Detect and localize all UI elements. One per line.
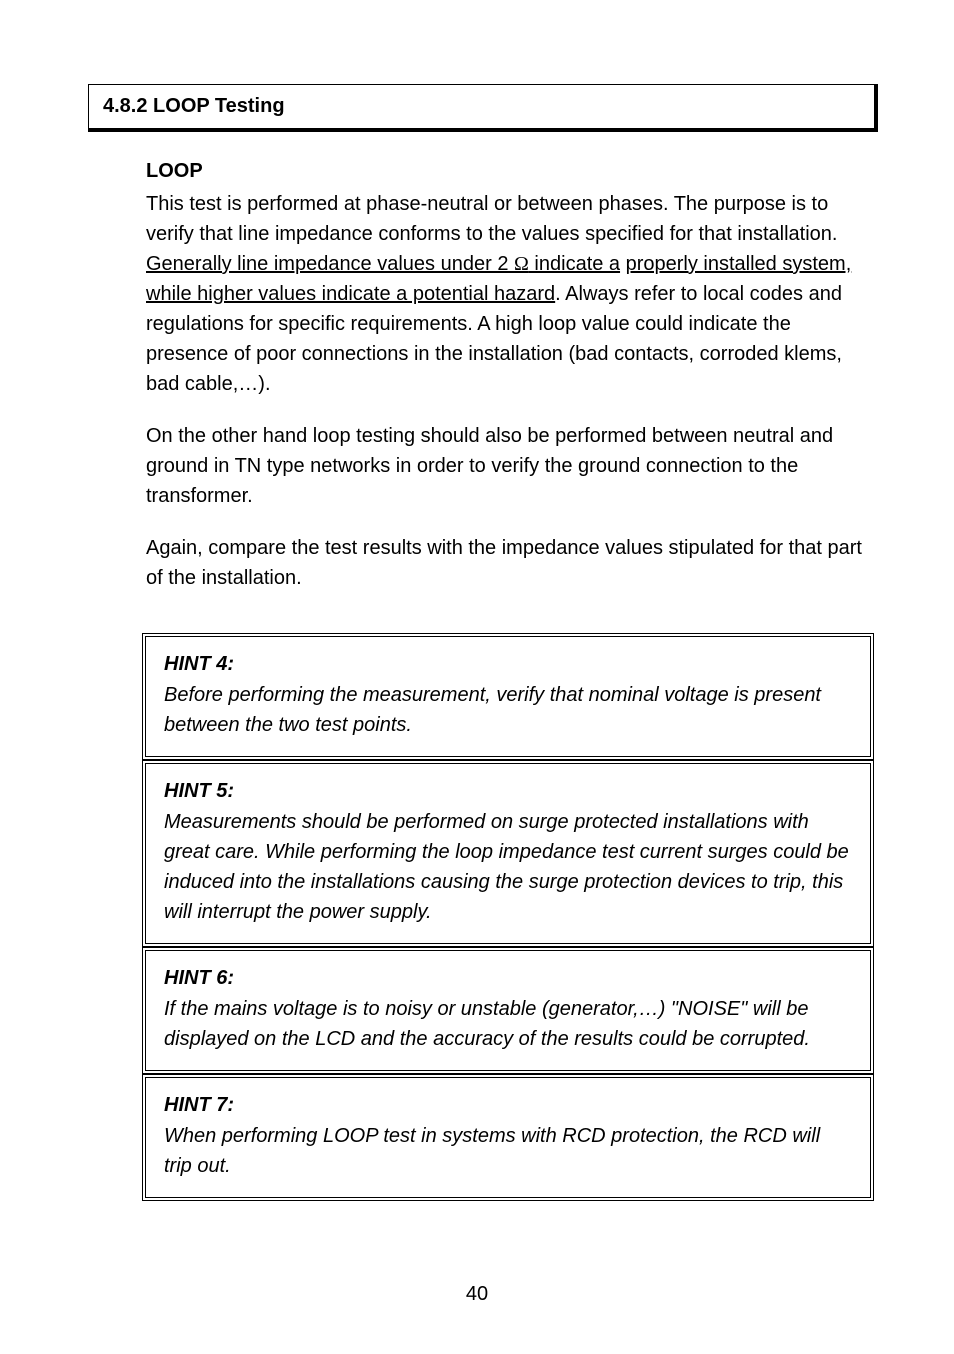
hint-body: When performing LOOP test in systems wit… xyxy=(164,1121,852,1181)
hint-label: HINT 6: xyxy=(164,967,852,990)
hints-table: HINT 4: Before performing the measuremen… xyxy=(142,633,874,1201)
hint-label: HINT 4: xyxy=(164,653,852,676)
hint-cell: HINT 7: When performing LOOP test in sys… xyxy=(142,1074,874,1201)
hint-body: Measurements should be performed on surg… xyxy=(164,807,852,927)
hint-cell: HINT 6: If the mains voltage is to noisy… xyxy=(142,947,874,1074)
hint-cell: HINT 5: Measurements should be performed… xyxy=(142,760,874,947)
hint-cell: HINT 4: Before performing the measuremen… xyxy=(142,633,874,760)
intro-paragraph: This test is performed at phase-neutral … xyxy=(146,189,878,399)
intro-text-1: This test is performed at phase-neutral … xyxy=(146,193,837,245)
hint-label: HINT 5: xyxy=(164,780,852,803)
section-subhead: LOOP xyxy=(146,160,878,183)
spec-paragraph-2: Again, compare the test results with the… xyxy=(146,533,878,593)
page-number: 40 xyxy=(0,1283,954,1306)
hint-label: HINT 7: xyxy=(164,1094,852,1117)
hint-body: If the mains voltage is to noisy or unst… xyxy=(164,994,852,1054)
spec-paragraph-1: On the other hand loop testing should al… xyxy=(146,421,878,511)
section-title-box: 4.8.2 LOOP Testing xyxy=(88,84,878,132)
omega-symbol: Ω xyxy=(514,253,529,275)
intro-underlined-2: indicate a xyxy=(529,253,620,275)
intro-underlined-1: Generally line impedance values under 2 xyxy=(146,253,514,275)
section-title: 4.8.2 LOOP Testing xyxy=(103,95,285,117)
hint-body: Before performing the measurement, verif… xyxy=(164,680,852,740)
